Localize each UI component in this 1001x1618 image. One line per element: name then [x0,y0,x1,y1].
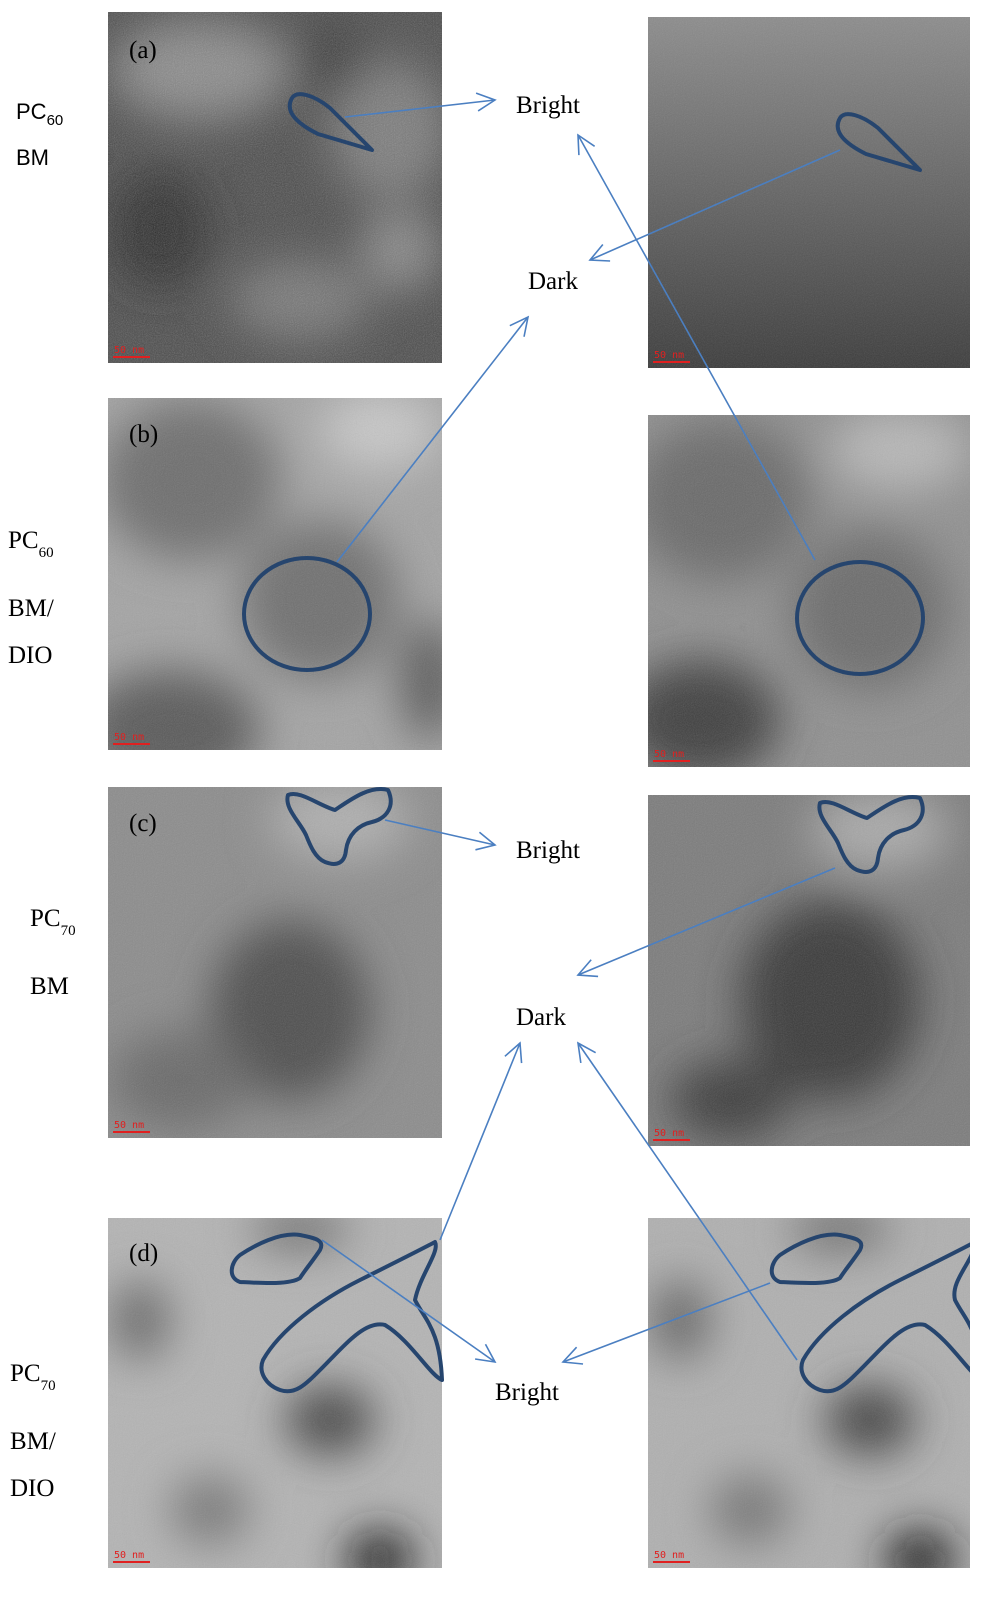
panel-label: (c) [129,810,157,837]
scale-label: 50 nm [114,1120,144,1131]
subscript: 70 [61,923,76,939]
compound: PC [16,99,47,124]
annotation: Bright [516,837,580,864]
row-line: BM [30,973,69,1000]
compound: PC [8,527,39,554]
row-label: PC70 [30,905,76,939]
scale-label: 50 nm [654,1550,684,1561]
row-line: BM/ [10,1428,56,1455]
row-line: DIO [10,1475,54,1502]
scale-label: 50 nm [114,1550,144,1561]
row-label: PC60 [16,99,63,129]
tem-image [108,1210,442,1590]
tem-image [108,780,442,1138]
annotation: Dark [516,1004,566,1031]
scale-label: 50 nm [114,345,144,356]
compound: PC [30,905,61,932]
annotation: Dark [528,268,578,295]
tem-image [80,390,460,790]
subscript: 60 [47,112,64,129]
scale-label: 50 nm [654,1128,684,1139]
subscript: 60 [39,545,54,561]
row-line: BM [16,145,49,170]
tem-image [648,790,970,1146]
tem-image [648,17,970,368]
subscript: 70 [41,1378,56,1394]
figure: 50 nm 50 nm 50 nm 50 nm 50 nm 50 nm 50 n… [0,0,1001,1618]
scale-label: 50 nm [114,732,144,743]
row-line: DIO [8,642,52,669]
row-line: BM/ [8,595,54,622]
annotation: Bright [495,1379,559,1406]
panel-label: (d) [129,1240,158,1267]
row-label: PC70 [10,1360,56,1394]
tem-image [108,12,450,363]
row-label: PC60 [8,527,54,561]
scale-label: 50 nm [654,749,684,760]
panel-label: (b) [129,421,158,448]
margin [970,0,1001,1618]
panel-label: (a) [129,37,157,64]
annotation: Bright [516,92,580,119]
scale-label: 50 nm [654,350,684,361]
compound: PC [10,1360,41,1387]
